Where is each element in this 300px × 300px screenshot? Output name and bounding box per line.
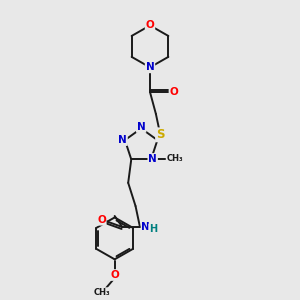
Text: CH₃: CH₃ <box>94 288 111 297</box>
Text: O: O <box>110 270 119 280</box>
Text: N: N <box>118 135 127 145</box>
Text: CH₃: CH₃ <box>167 154 183 164</box>
Text: N: N <box>148 154 157 164</box>
Text: H: H <box>149 224 157 234</box>
Text: O: O <box>169 87 178 97</box>
Text: N: N <box>142 222 150 232</box>
Text: N: N <box>146 62 154 72</box>
Text: O: O <box>146 20 154 31</box>
Text: S: S <box>156 128 165 141</box>
Text: N: N <box>137 122 146 132</box>
Text: O: O <box>97 215 106 225</box>
